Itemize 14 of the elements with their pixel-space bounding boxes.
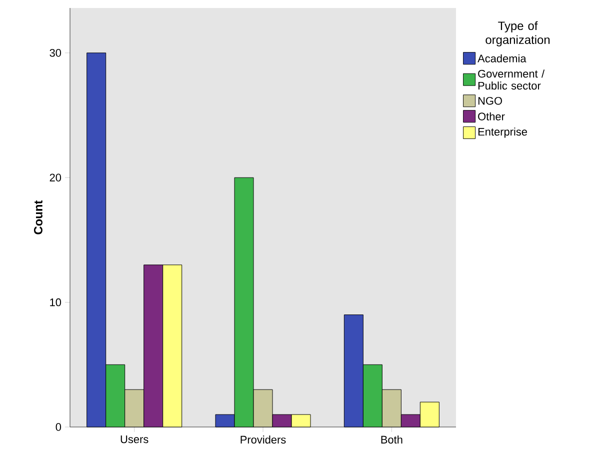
legend-label: Enterprise (478, 128, 528, 138)
legend-label: Academia (478, 54, 526, 62)
x-tick-label: Both (381, 436, 402, 444)
legend-label: Government / Public sector (478, 70, 545, 90)
y-tick-label: 20 (50, 174, 62, 182)
y-tick-label: 10 (50, 298, 62, 306)
x-tick-label: Users (120, 436, 148, 444)
x-tick-label: Providers (240, 436, 286, 444)
y-tick-label: 30 (50, 49, 62, 57)
y-tick-label: 0 (56, 423, 62, 431)
legend-label: NGO (478, 96, 502, 105)
y-axis-title: Count (34, 200, 42, 234)
legend-label: Other (478, 112, 505, 120)
legend-title: Type of organization (486, 21, 550, 46)
